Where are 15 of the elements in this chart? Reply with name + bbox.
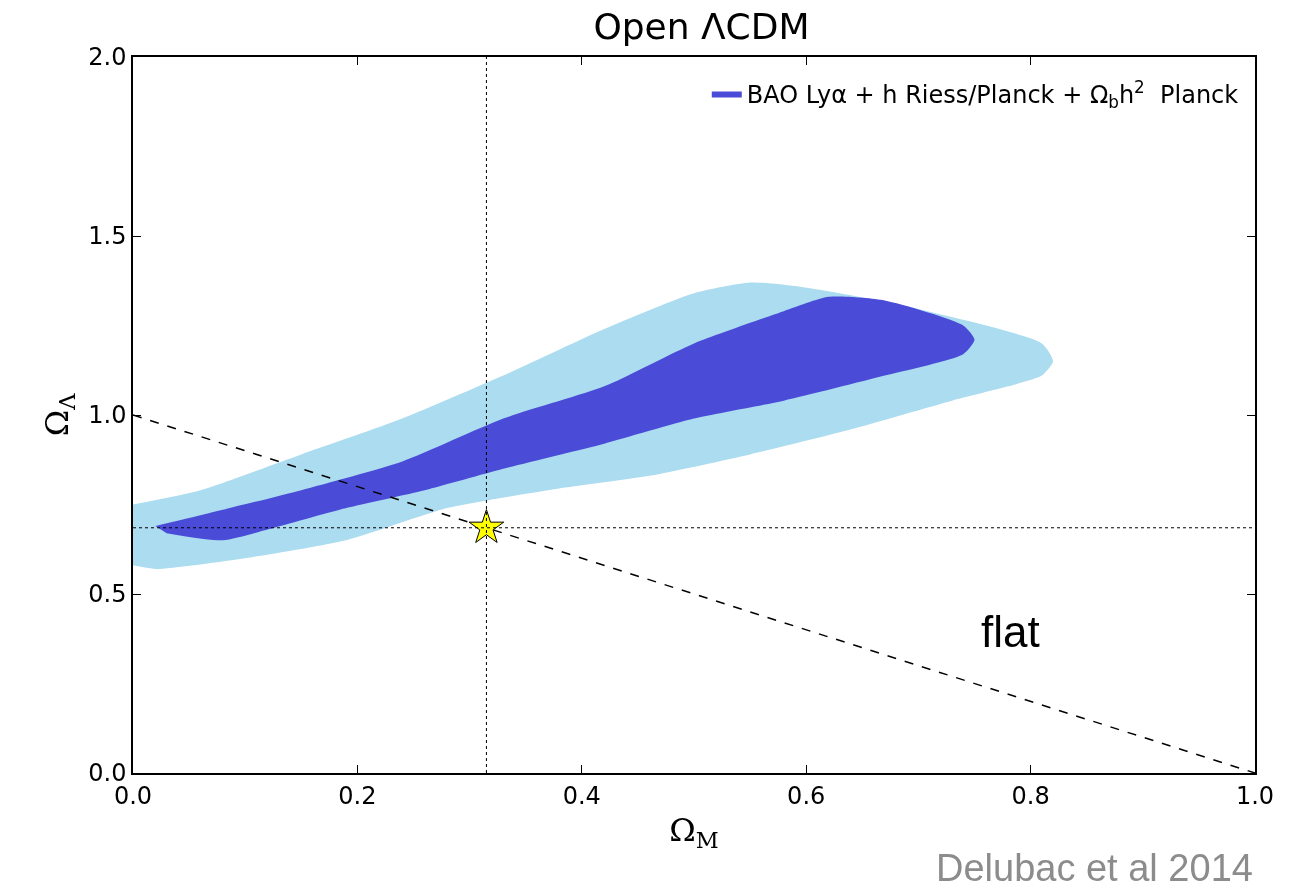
x-tick-label: 0.0 — [113, 781, 153, 810]
y-tick-label: 2.0 — [88, 43, 127, 72]
legend-label: BAO Lyα + h Riess/Planck + Ω$_{b}$h$^{2}$ Planck — [746, 76, 1239, 112]
y-tick-label: 0.5 — [88, 580, 127, 609]
text: Delubac et al 2014 — [936, 847, 1253, 889]
x-tick-label: 0.6 — [787, 781, 826, 810]
x-tick-label: 0.2 — [338, 781, 377, 810]
x-axis-title: Ω$_{M}$ — [669, 810, 719, 853]
x-tick-label: 1.0 — [1235, 781, 1275, 810]
x-tick-label: 0.4 — [562, 781, 601, 810]
chart-title: Open ΛCDM — [593, 5, 810, 47]
y-tick-label: 1.0 — [88, 401, 127, 430]
annotation: flat — [981, 607, 1040, 656]
x-tick-label: 0.8 — [1011, 781, 1050, 810]
y-tick-label: 1.5 — [88, 222, 127, 251]
